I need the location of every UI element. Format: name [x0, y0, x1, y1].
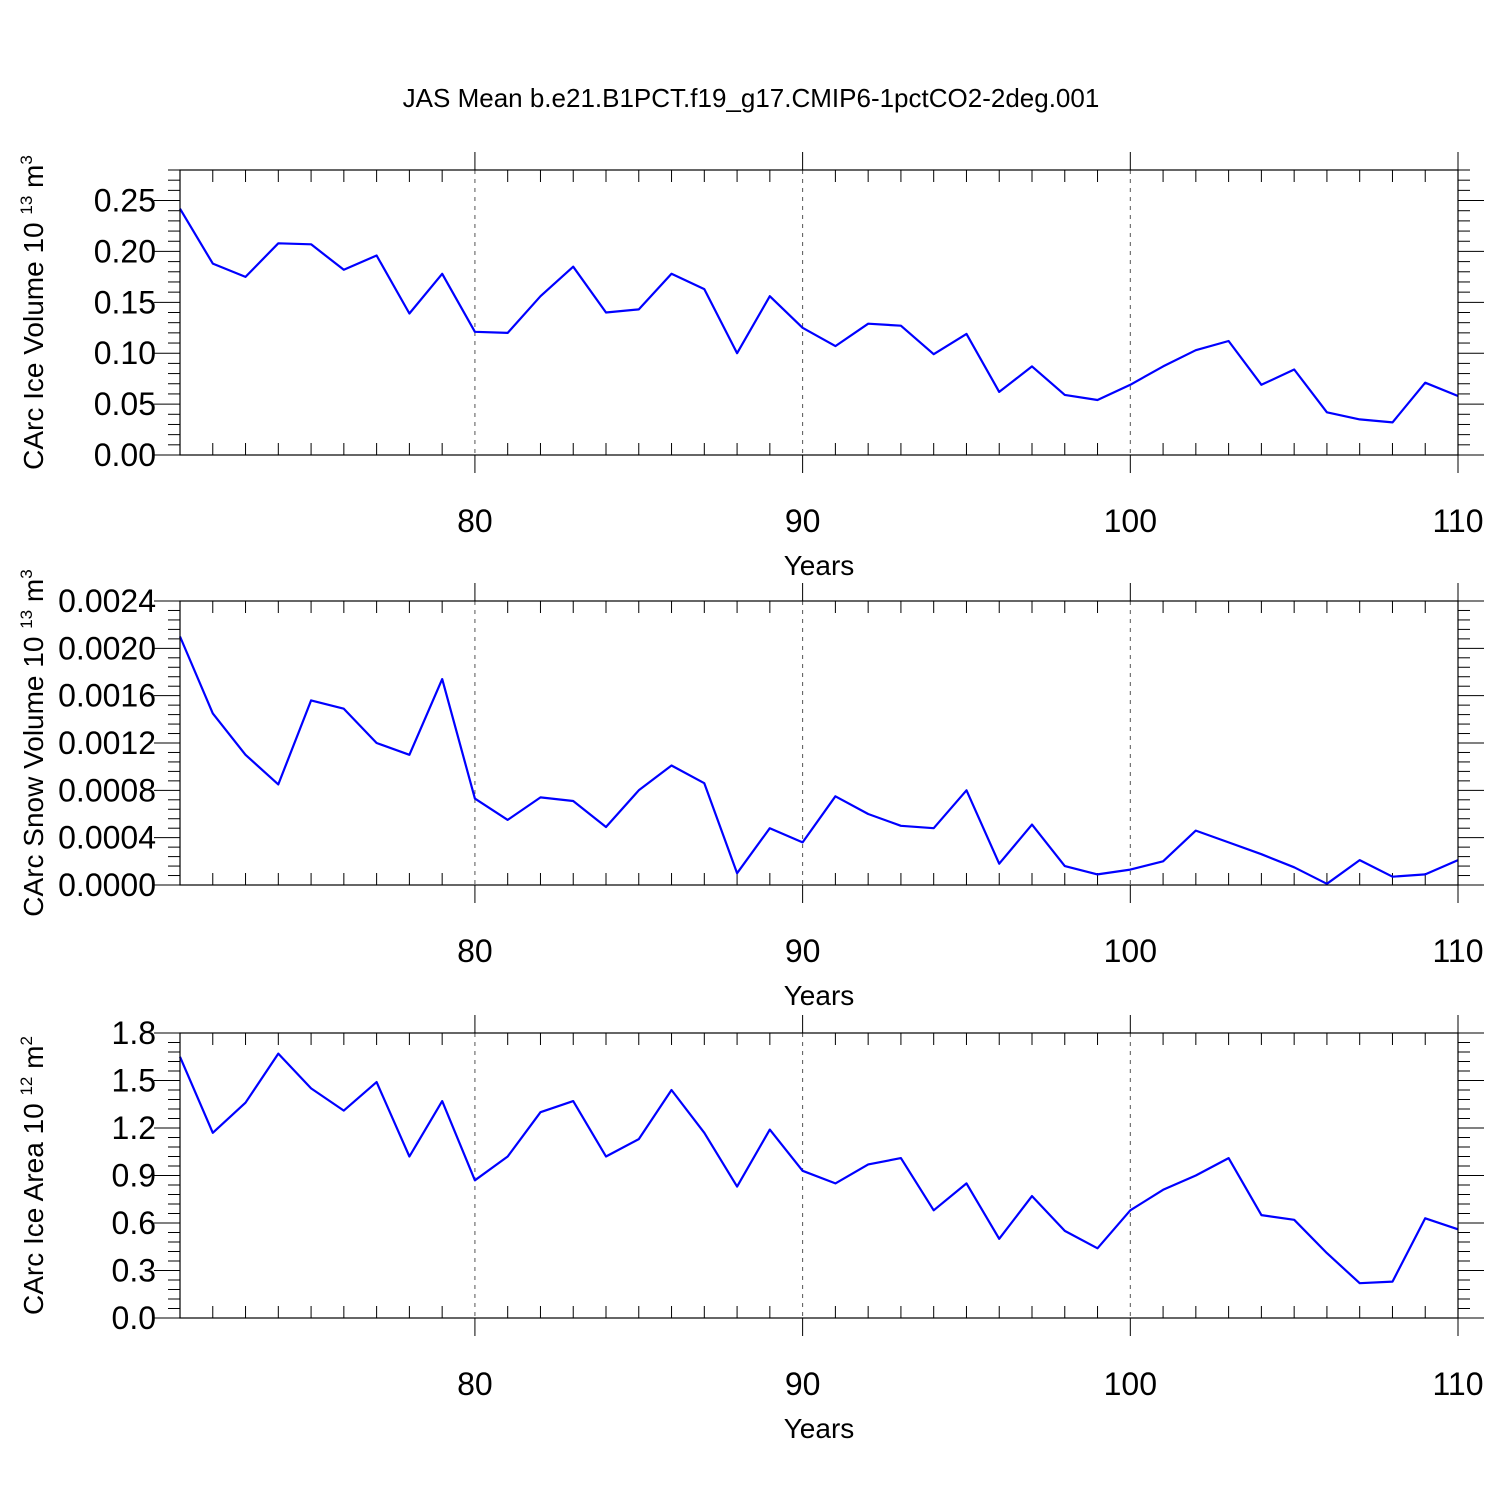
y-tick-label: 0.9: [112, 1158, 156, 1194]
y-axis-label-main: CArc Snow Volume 10: [18, 629, 49, 917]
x-tick-label: 80: [457, 933, 493, 969]
x-tick-label: 80: [457, 1366, 493, 1402]
y-tick-label: 0.10: [94, 335, 156, 371]
x-tick-label: 110: [1432, 933, 1483, 969]
y-axis-label-exponent: 12: [17, 1077, 36, 1096]
y-tick-label: 0.20: [94, 233, 156, 269]
y-axis-label: CArc Ice Volume 10 13 m3: [17, 155, 49, 470]
y-tick-label: 0.0012: [58, 725, 156, 761]
data-line: [178, 636, 1459, 885]
figure-title: JAS Mean b.e21.B1PCT.f19_g17.CMIP6-1pctC…: [403, 83, 1100, 113]
y-tick-label: 0.00: [94, 437, 156, 473]
y-tick-label: 0.25: [94, 183, 156, 219]
data-line: [178, 1052, 1459, 1285]
y-axis-label-unit-exponent: 3: [17, 569, 36, 578]
y-tick-label: 0.0008: [58, 772, 156, 808]
y-axis-label-unit: m: [18, 165, 49, 196]
y-tick-label: 0.0020: [58, 630, 156, 666]
chart-panel-1: 80 90 100 110 Years 0.00 0.05 0.10 0.15 0.20 0.25 C…: [17, 152, 1484, 581]
x-tick-label: 90: [785, 933, 821, 969]
y-tick-label: 1.8: [112, 1015, 156, 1051]
y-tick-label: 1.2: [112, 1110, 156, 1146]
y-axis-label-main: CArc Ice Area 10: [18, 1096, 49, 1315]
y-axis-label-unit: m: [18, 579, 49, 610]
x-tick-label: 110: [1432, 1366, 1483, 1402]
y-tick-label: 0.05: [94, 386, 156, 422]
y-tick-label: 0.0000: [58, 867, 156, 903]
x-tick-label: 90: [785, 1366, 821, 1402]
y-axis-label-unit: m: [18, 1046, 49, 1077]
plot-frame: [179, 1032, 1459, 1319]
x-tick-label: 90: [785, 503, 821, 539]
y-axis-label-exponent: 13: [17, 196, 36, 215]
y-tick-label: 0.6: [112, 1205, 156, 1241]
y-tick-label: 0.15: [94, 284, 156, 320]
x-axis-label: Years: [784, 550, 855, 581]
y-tick-label: 1.5: [112, 1063, 156, 1099]
y-tick-label: 0.3: [112, 1253, 156, 1289]
y-tick-label: 0.0024: [58, 583, 156, 619]
y-tick-label: 0.0004: [58, 820, 156, 856]
x-tick-label: 100: [1104, 1366, 1157, 1402]
chart-panel-2: 80 90 100 110 Years 0.0000 0.0004 0.0008 0.0012 0…: [17, 569, 1484, 1011]
y-axis-label-exponent: 13: [17, 610, 36, 629]
y-axis-label-unit-exponent: 2: [17, 1036, 36, 1045]
plot-frame: [179, 169, 1459, 456]
chart-panel-3: 80 90 100 110 Years 0.0 0.3 0.6 0.9 1.2 1.5 1.8 CArc…: [17, 1015, 1484, 1444]
y-axis-label: CArc Snow Volume 10 13 m3: [17, 569, 49, 916]
y-axis-label-unit-exponent: 3: [17, 155, 36, 164]
x-tick-label: 100: [1104, 503, 1157, 539]
y-tick-label: 0.0016: [58, 678, 156, 714]
y-tick-label: 0.0: [112, 1300, 156, 1336]
x-axis-label: Years: [784, 980, 855, 1011]
y-axis-label-main: CArc Ice Volume 10: [18, 215, 49, 470]
x-tick-label: 80: [457, 503, 493, 539]
plot-frame: [179, 600, 1459, 886]
data-line: [179, 208, 1459, 424]
x-axis-label: Years: [784, 1413, 855, 1444]
x-tick-label: 100: [1104, 933, 1157, 969]
x-tick-label: 110: [1432, 503, 1483, 539]
y-axis-label: CArc Ice Area 10 12 m2: [17, 1036, 49, 1315]
